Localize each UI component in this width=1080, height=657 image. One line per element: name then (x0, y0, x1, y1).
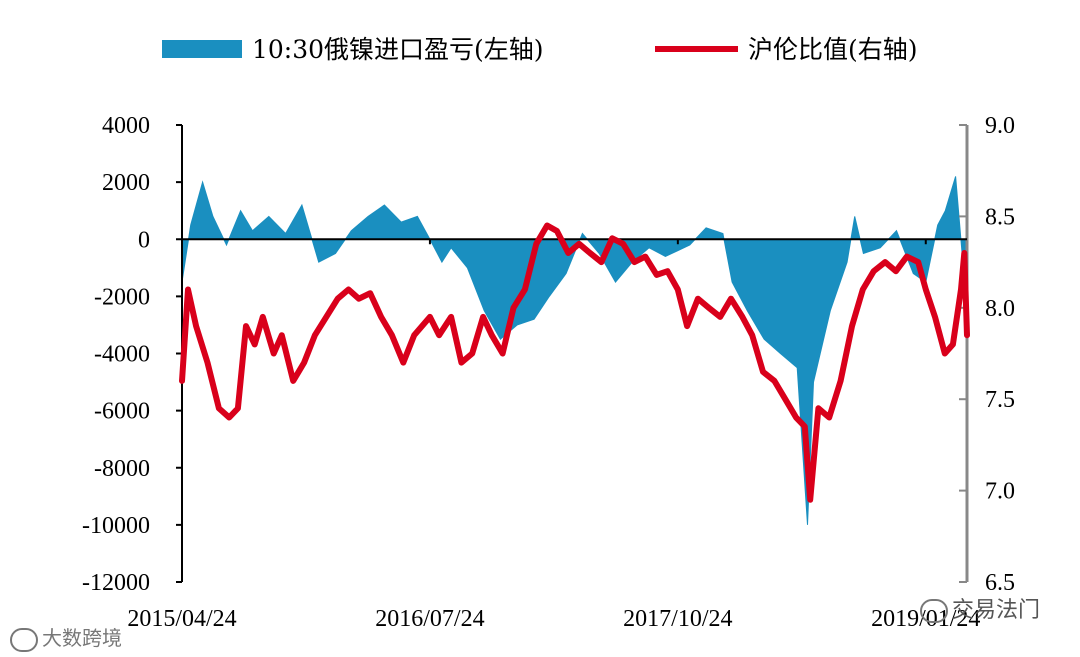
right-tick-label: 8.0 (985, 296, 1015, 322)
left-tick-label: -10000 (82, 513, 150, 539)
wechat-icon (919, 599, 948, 623)
right-tick-label: 7.5 (985, 387, 1015, 413)
axes (176, 124, 969, 583)
left-tick-label: -2000 (94, 284, 150, 310)
left-tick-label: 4000 (102, 113, 150, 139)
x-tick-label: 2016/07/24 (375, 606, 484, 632)
x-tick-label: 2015/04/24 (127, 606, 236, 632)
brand-icon (10, 627, 38, 652)
watermark-right-text: 交易法门 (951, 598, 1040, 623)
left-tick-label: -8000 (94, 456, 150, 482)
x-tick-label: 2017/10/24 (623, 606, 732, 632)
area-series-profit (181, 176, 968, 525)
left-tick-label: -12000 (82, 570, 150, 596)
legend: 10:30俄镍进口盈亏(左轴) 沪伦比值(右轴) (162, 35, 918, 64)
right-tick-label: 7.0 (985, 479, 1015, 505)
watermark-right: 交易法门 (919, 592, 1040, 624)
right-tick-label: 6.5 (985, 570, 1015, 596)
line-series-ratio (179, 222, 970, 503)
watermark-left-text: 大数跨境 (42, 626, 122, 650)
left-tick-label: -6000 (94, 399, 150, 425)
watermark-left: 大数跨境 (10, 622, 122, 652)
legend-label-area: 10:30俄镍进口盈亏(左轴) (252, 35, 544, 64)
right-tick-label: 8.5 (985, 204, 1015, 230)
legend-swatch-area (162, 40, 242, 58)
left-tick-label: 0 (138, 227, 150, 253)
left-tick-label: -4000 (94, 342, 150, 368)
line-series-layer (179, 222, 970, 503)
area-series-layer (181, 176, 968, 525)
left-tick-label: 2000 (102, 170, 150, 196)
tick-labels: 4000 2000 0 -2000 -4000 -6000 -8000 -10000 -1200… (82, 113, 1015, 632)
right-tick-label: 9.0 (985, 113, 1015, 139)
legend-label-line: 沪伦比值(右轴) (748, 35, 918, 64)
